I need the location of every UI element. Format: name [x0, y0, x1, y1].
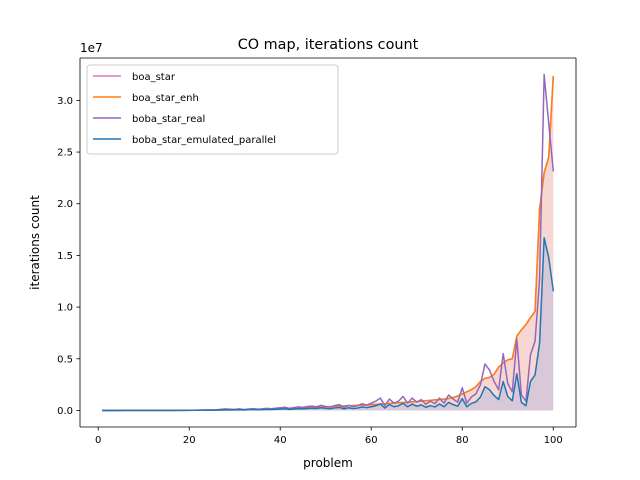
- area-fill-boa-star-enh: [102, 76, 554, 411]
- legend-label-boa-star: boa_star: [132, 72, 176, 83]
- y-tick-label: 1.5: [57, 251, 73, 262]
- y-tick-label: 3.0: [57, 96, 73, 107]
- x-tick-label: 100: [544, 435, 563, 446]
- series-lines: [102, 73, 555, 412]
- legend: boa_star boa_star_enh boba_star_real boba_s…: [86, 64, 339, 155]
- y-axis-label: iterations count: [28, 195, 42, 290]
- y-tick-label: 0.5: [57, 354, 73, 365]
- x-axis-ticks: 0 20 40 60 80 100: [95, 427, 563, 446]
- series-line-boba-star-emulated-parallel: [102, 237, 555, 412]
- area-fills: [102, 76, 554, 411]
- axes-frame: [79, 57, 577, 428]
- legend-label-boba-star-emulated-parallel: boba_star_emulated_parallel: [132, 135, 276, 146]
- x-tick-label: 40: [274, 435, 287, 446]
- legend-label-boba-star-real: boba_star_real: [132, 114, 205, 125]
- y-tick-label: 0.0: [57, 406, 73, 417]
- legend-label-boa-star-enh: boa_star_enh: [132, 93, 199, 104]
- x-tick-label: 20: [183, 435, 196, 446]
- x-tick-label: 60: [365, 435, 378, 446]
- chart-title: CO map, iterations count: [238, 37, 419, 53]
- y-tick-label: 1.0: [57, 303, 73, 314]
- y-tick-label: 2.0: [57, 199, 73, 210]
- y-tick-label: 2.5: [57, 148, 73, 159]
- legend-frame: [86, 64, 339, 155]
- x-axis-label: problem: [303, 456, 353, 470]
- y-axis-ticks: 0.0 0.5 1.0 1.5 2.0 2.5 3.0: [57, 96, 80, 417]
- x-tick-label: 80: [456, 435, 469, 446]
- x-tick-label: 0: [95, 435, 101, 446]
- y-axis-offset-label: 1e7: [80, 41, 103, 55]
